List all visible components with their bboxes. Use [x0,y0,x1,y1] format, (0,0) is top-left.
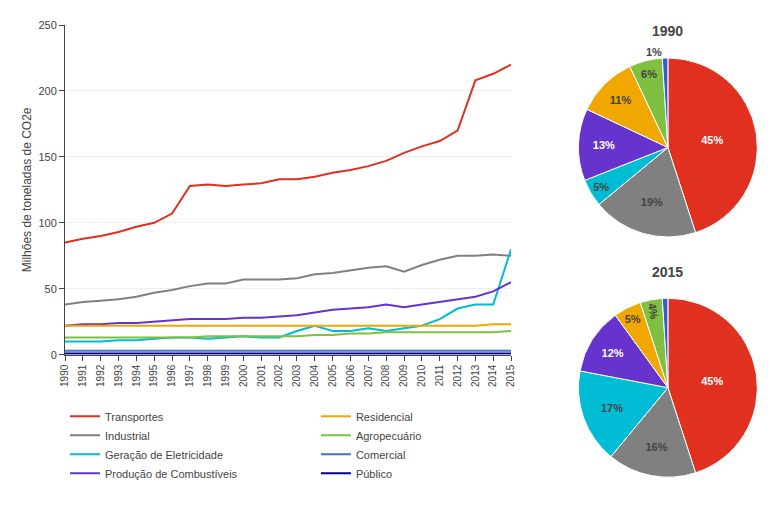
svg-text:45%: 45% [701,375,723,387]
svg-text:1994: 1994 [131,364,142,387]
svg-text:2014: 2014 [487,364,498,387]
svg-text:1996: 1996 [166,364,177,387]
svg-text:1990: 1990 [59,364,70,387]
svg-text:13%: 13% [593,139,615,151]
svg-text:1999: 1999 [220,364,231,387]
svg-text:50: 50 [45,283,57,295]
svg-text:2000: 2000 [238,364,249,387]
svg-text:1998: 1998 [202,364,213,387]
svg-text:6%: 6% [641,68,657,80]
svg-text:45%: 45% [701,134,723,146]
svg-text:1%: 1% [646,46,662,58]
svg-text:1991: 1991 [77,364,88,387]
svg-text:2013: 2013 [470,364,481,387]
svg-text:2002: 2002 [273,364,284,387]
svg-text:2005: 2005 [327,364,338,387]
svg-text:2007: 2007 [363,364,374,387]
svg-text:19%: 19% [641,196,663,208]
svg-text:Milhões de toneladas de CO2e: Milhões de toneladas de CO2e [20,107,34,272]
svg-text:2008: 2008 [380,364,391,387]
svg-text:11%: 11% [610,94,632,106]
svg-text:17%: 17% [601,402,623,414]
svg-text:5%: 5% [625,313,641,325]
svg-text:2006: 2006 [345,364,356,387]
svg-text:100: 100 [38,217,56,229]
svg-text:2003: 2003 [291,364,302,387]
svg-text:Público: Público [356,468,392,480]
svg-text:4%: 4% [646,302,661,320]
svg-text:150: 150 [38,151,56,163]
svg-text:Industrial: Industrial [105,430,150,442]
svg-text:Geração de Eletricidade: Geração de Eletricidade [105,449,223,461]
svg-text:0: 0 [51,349,57,361]
svg-text:2012: 2012 [452,364,463,387]
svg-text:Produção de Combustíveis: Produção de Combustíveis [105,468,238,480]
svg-text:2001: 2001 [256,364,267,387]
svg-text:Transportes: Transportes [105,411,164,423]
svg-text:250: 250 [38,19,56,31]
svg-text:16%: 16% [645,441,667,453]
svg-text:1995: 1995 [148,364,159,387]
svg-text:200: 200 [38,85,56,97]
svg-text:2015: 2015 [505,364,516,387]
svg-text:1992: 1992 [95,364,106,387]
svg-text:1993: 1993 [113,364,124,387]
svg-text:1997: 1997 [184,364,195,387]
svg-text:2011: 2011 [434,364,445,386]
svg-text:2009: 2009 [398,364,409,387]
svg-text:1990: 1990 [652,23,683,39]
svg-text:2010: 2010 [416,364,427,387]
svg-text:Comercial: Comercial [356,449,406,461]
svg-text:Residencial: Residencial [356,411,413,423]
svg-text:Agropecuário: Agropecuário [356,430,421,442]
svg-text:2004: 2004 [309,364,320,387]
svg-text:2015: 2015 [652,264,683,280]
svg-text:12%: 12% [602,347,624,359]
svg-text:5%: 5% [593,181,609,193]
